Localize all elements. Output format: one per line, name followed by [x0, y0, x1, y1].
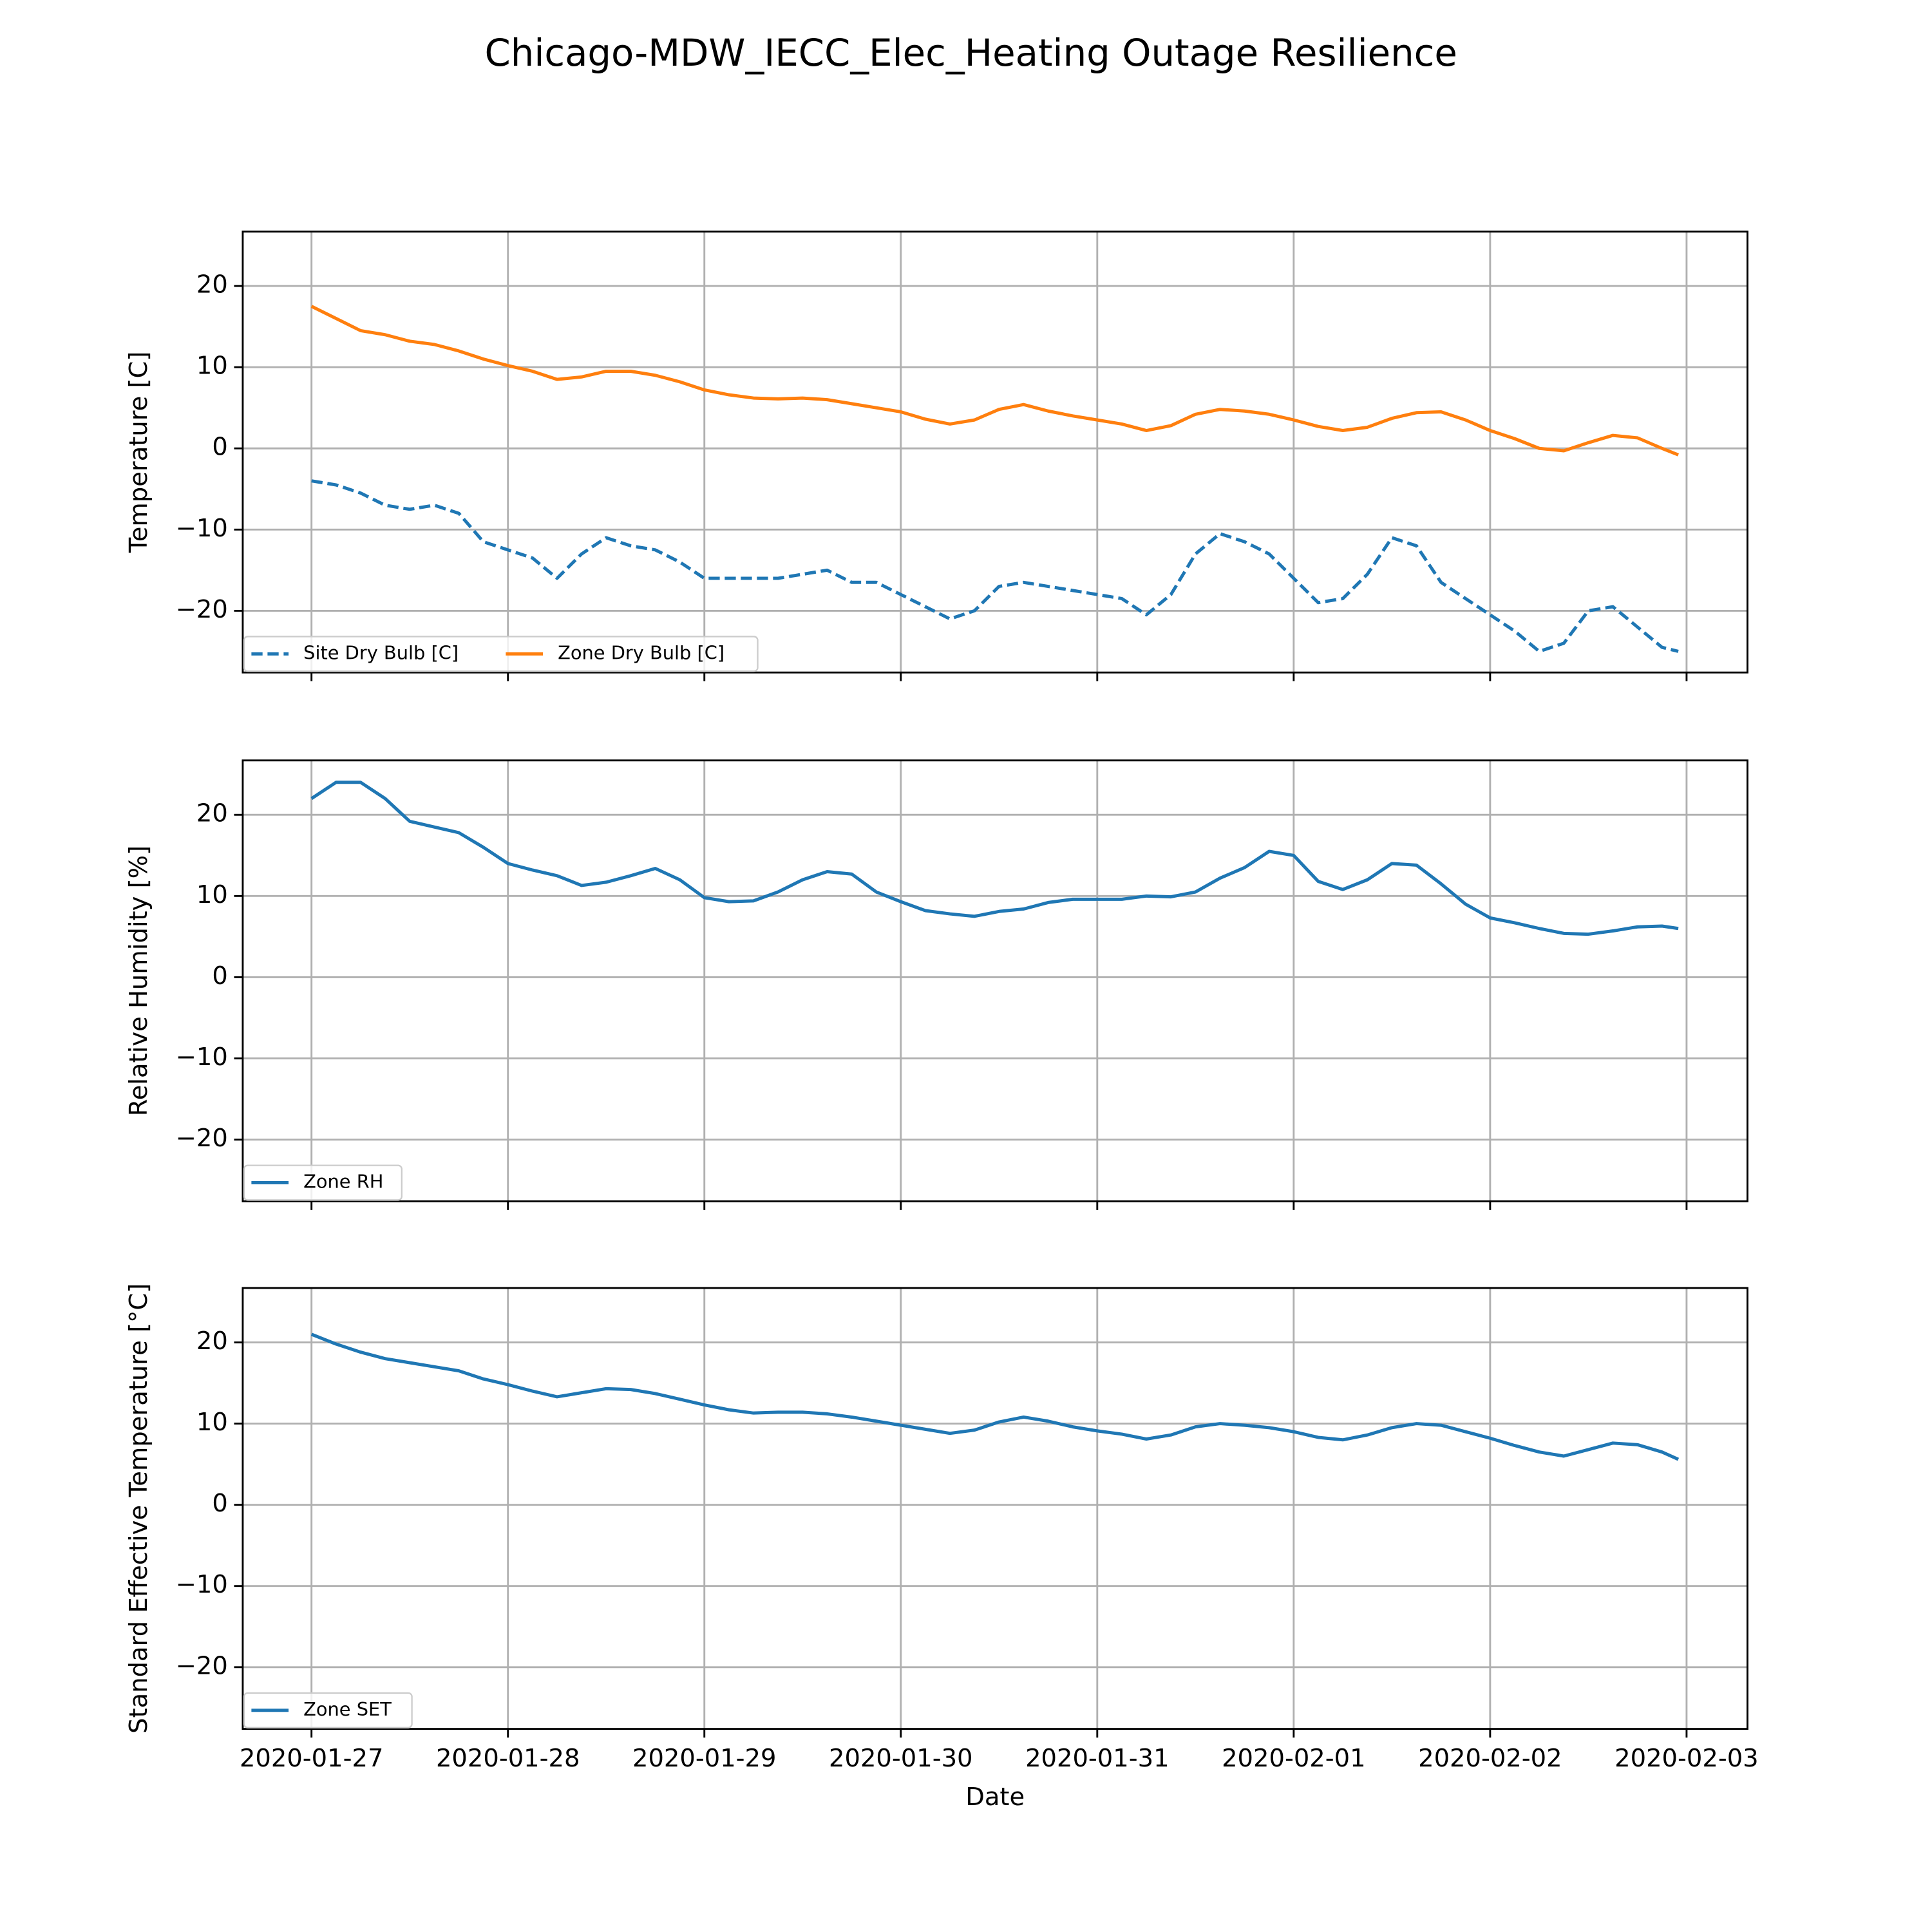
subplot: −20 −10 0 10 20 Relative Humidity [%] Zone RH	[124, 759, 1748, 1210]
y-tick-label: −10	[176, 514, 228, 543]
y-tick-label: 10	[196, 352, 228, 381]
x-tick-label: 2020-01-28	[436, 1744, 580, 1773]
legend-label: Zone SET	[303, 1698, 392, 1720]
y-tick-label: 10	[196, 880, 228, 909]
y-axis-label: Temperature [C]	[124, 352, 153, 554]
axes-frame	[242, 1287, 1748, 1730]
axes-frame	[242, 759, 1748, 1202]
legend-box	[243, 1692, 413, 1728]
x-tick-label: 2020-01-29	[632, 1744, 776, 1773]
legend: Zone SET	[243, 1692, 413, 1728]
x-tick-label: 2020-02-03	[1615, 1744, 1758, 1773]
axes-frame	[242, 231, 1748, 674]
figure-title: Chicago-MDW_IECC_Elec_Heating Outage Res…	[485, 31, 1457, 75]
legend: Site Dry Bulb [C] Zone Dry Bulb [C]	[243, 636, 759, 672]
y-tick-label: 20	[196, 270, 228, 299]
y-axis-label: Relative Humidity [%]	[124, 846, 153, 1116]
legend-box	[243, 1164, 403, 1201]
legend: Zone RH	[243, 1164, 403, 1201]
legend-box	[243, 636, 759, 672]
y-tick-label: 0	[212, 1489, 227, 1518]
x-tick-label: 2020-01-31	[1025, 1744, 1169, 1773]
legend-label: Zone RH	[303, 1171, 383, 1193]
x-tick-label: 2020-02-02	[1418, 1744, 1562, 1773]
y-tick-label: −20	[176, 1651, 228, 1680]
y-tick-label: 0	[212, 961, 227, 990]
subplot: −20 −10 0 10 20 Temperature [C] Site Dry Bulb …	[124, 231, 1748, 681]
y-tick-label: 20	[196, 1327, 228, 1356]
legend-label: Zone Dry Bulb [C]	[558, 641, 724, 663]
legend-label: Site Dry Bulb [C]	[303, 641, 459, 663]
y-tick-label: −20	[176, 1124, 228, 1153]
y-tick-label: 20	[196, 799, 228, 828]
y-tick-label: −20	[176, 595, 228, 624]
data-line	[311, 479, 1679, 653]
x-tick-label: 2020-01-30	[829, 1744, 972, 1773]
x-tick-label: 2020-01-27	[240, 1744, 383, 1773]
y-axis-label: Standard Effective Temperature [°C]	[124, 1283, 153, 1734]
data-line	[310, 305, 1680, 457]
y-tick-label: 0	[212, 433, 227, 462]
data-line	[310, 781, 1679, 936]
x-tick-label: 2020-02-01	[1222, 1744, 1365, 1773]
subplot: 2020-01-27 2020-01-28 2020-01-29 2020-01-30…	[124, 1283, 1759, 1812]
y-tick-label: −10	[176, 1043, 228, 1072]
y-tick-label: 10	[196, 1408, 228, 1437]
data-line	[310, 1332, 1680, 1461]
x-axis-label: Date	[965, 1783, 1025, 1812]
y-tick-label: −10	[176, 1570, 228, 1599]
